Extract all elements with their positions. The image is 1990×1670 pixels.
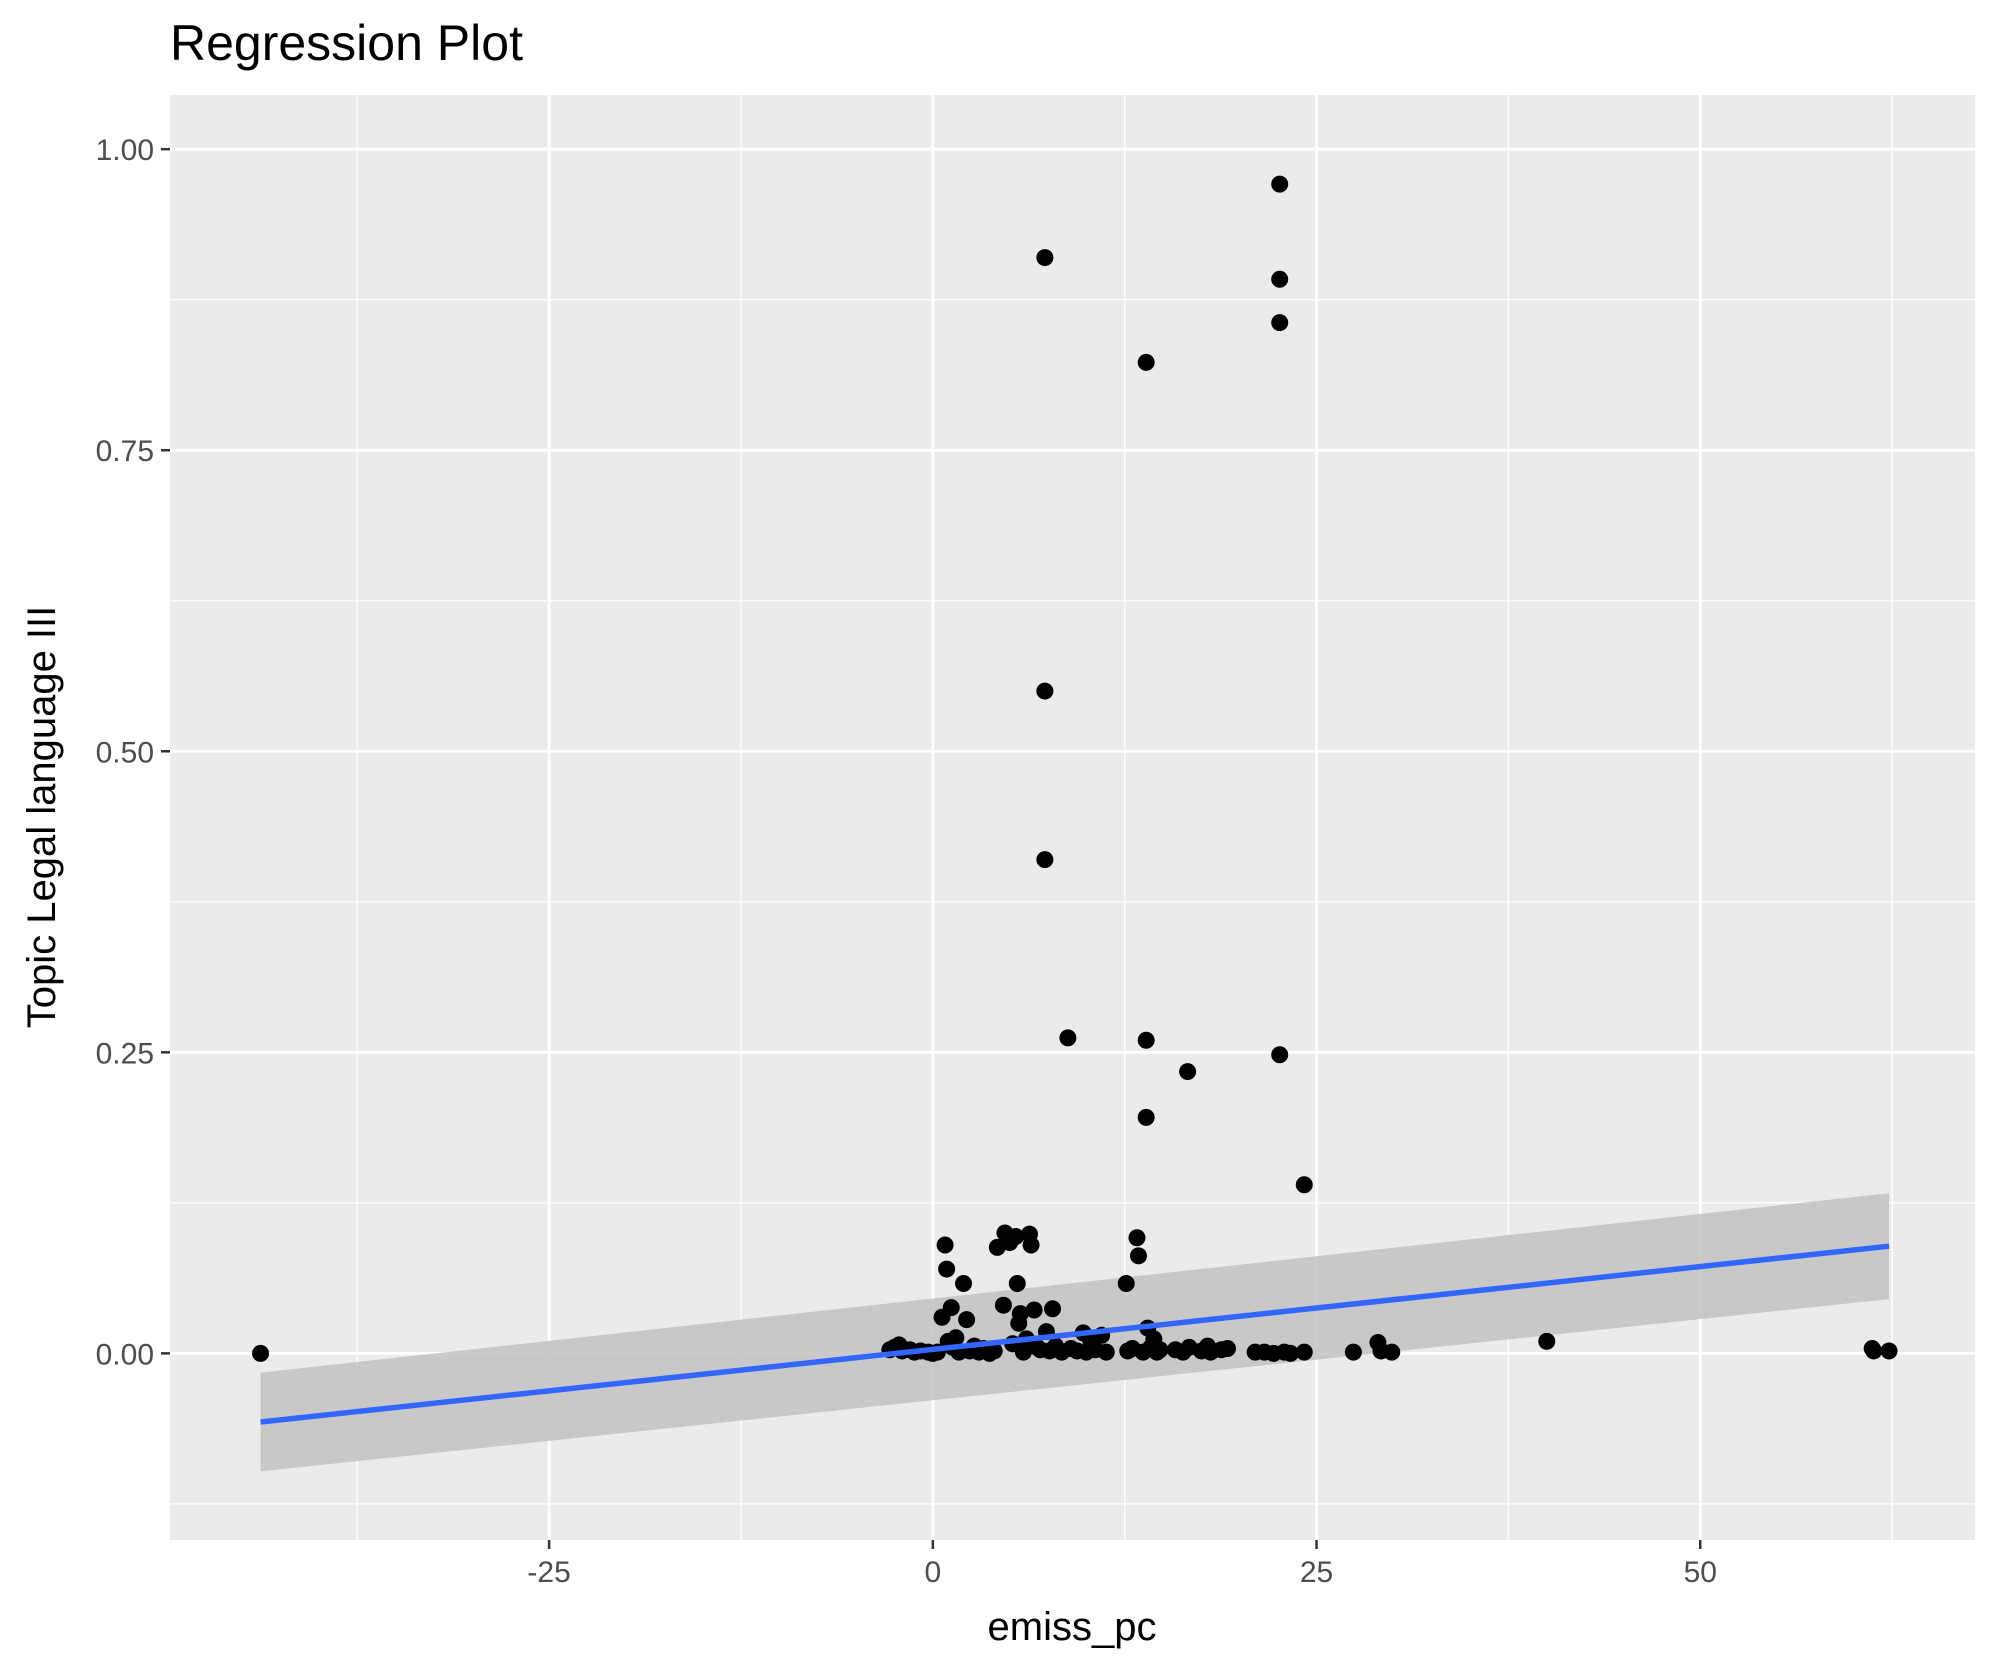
y-tick-label: 0.50 [96, 736, 154, 769]
data-point [1014, 1343, 1032, 1361]
data-point [1295, 1343, 1313, 1361]
regression-line-layer [260, 1243, 1890, 1425]
data-point [1295, 1176, 1313, 1194]
data-point [1880, 1342, 1898, 1360]
data-point [1271, 175, 1289, 193]
data-point [947, 1329, 965, 1347]
y-tick-label: 1.00 [96, 134, 154, 167]
data-point [1129, 1247, 1147, 1265]
data-point [1219, 1340, 1237, 1358]
data-point [252, 1344, 270, 1362]
data-point [1059, 1029, 1077, 1047]
y-tick-label: 0.25 [96, 1037, 154, 1070]
y-tick-label: 0.75 [96, 435, 154, 468]
data-point [955, 1275, 973, 1293]
data-points [252, 175, 1898, 1362]
y-axis-title: Topic Legal language III [20, 606, 64, 1029]
x-axis-title: emiss_pc [988, 1605, 1157, 1649]
data-point [1044, 1300, 1062, 1318]
data-point [958, 1311, 976, 1329]
data-point [1008, 1275, 1026, 1293]
data-point [1137, 353, 1155, 371]
data-point [1271, 1046, 1289, 1064]
regression-line [260, 1243, 1890, 1425]
data-point [1137, 1031, 1155, 1049]
data-point [1025, 1301, 1043, 1319]
data-point [1137, 1108, 1155, 1126]
data-point [1007, 1228, 1025, 1246]
data-point [1271, 270, 1289, 288]
x-tick-label: 0 [924, 1556, 941, 1589]
x-tick-label: 25 [1300, 1556, 1333, 1589]
data-point [1036, 851, 1054, 869]
data-point [936, 1236, 954, 1254]
data-point [1097, 1343, 1115, 1361]
data-point [1151, 1341, 1169, 1359]
data-point [1281, 1344, 1299, 1362]
minor-gridlines [170, 95, 1975, 1540]
data-point [1271, 314, 1289, 332]
x-tick-label: 50 [1684, 1556, 1717, 1589]
data-point [1022, 1236, 1040, 1254]
x-axis: -25 0 25 50 [527, 1540, 1717, 1589]
data-point [942, 1299, 960, 1317]
data-point [1128, 1229, 1146, 1247]
data-point [1383, 1343, 1401, 1361]
chart-title: Regression Plot [170, 15, 523, 71]
data-point [1036, 249, 1054, 267]
data-point [1344, 1343, 1362, 1361]
data-point [1036, 682, 1054, 700]
data-point [1865, 1342, 1883, 1360]
data-point [1117, 1275, 1135, 1293]
y-axis: 0.00 0.25 0.50 0.75 1.00 [96, 134, 170, 1371]
y-tick-label: 0.00 [96, 1338, 154, 1371]
data-point [1011, 1305, 1029, 1323]
data-point [985, 1342, 1003, 1360]
x-tick-label: -25 [527, 1556, 570, 1589]
data-point [938, 1260, 956, 1278]
data-point [994, 1296, 1012, 1314]
data-point [1538, 1332, 1556, 1350]
data-point [1179, 1063, 1197, 1081]
